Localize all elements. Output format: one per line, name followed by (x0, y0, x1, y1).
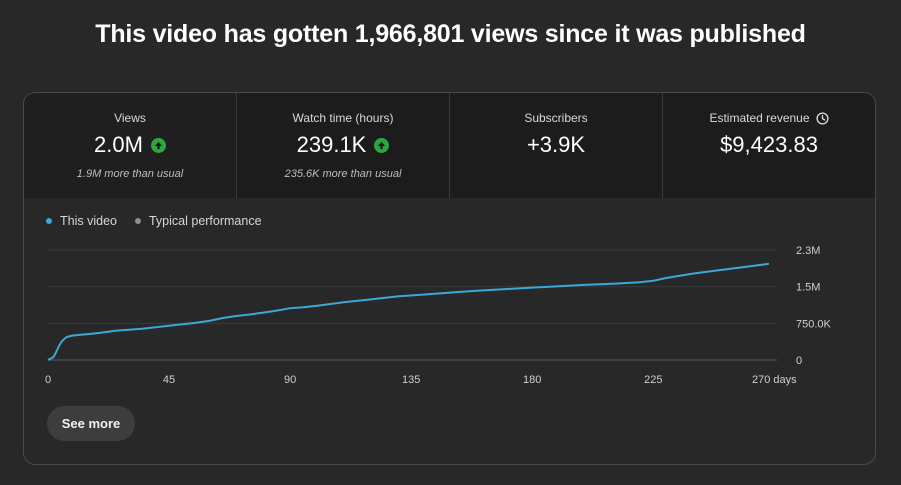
y-tick-label: 0 (796, 355, 802, 367)
x-tick-label: 225 (644, 374, 662, 386)
metric-value: +3.9K (526, 132, 586, 157)
analytics-card: Views 2.0M 1.9M more than usual Watch ti… (23, 92, 876, 465)
legend-dot-icon (134, 218, 141, 224)
metrics-row: Views 2.0M 1.9M more than usual Watch ti… (24, 93, 875, 198)
metric-label-row: Estimated revenue (709, 111, 829, 125)
x-tick-label: 0 (45, 374, 51, 386)
x-tick-label: 180 (523, 374, 541, 386)
see-more-button[interactable]: See more (47, 406, 135, 441)
metric-subscribers[interactable]: Subscribers +3.9K (450, 93, 663, 198)
page-title: This video has gotten 1,966,801 views si… (95, 20, 806, 48)
y-tick-label: 1.5M (796, 282, 820, 294)
arrow-up-icon (374, 137, 390, 153)
metric-label: Estimated revenue (709, 111, 810, 125)
metric-watch-time[interactable]: Watch time (hours) 239.1K 235.6K more th… (237, 93, 450, 198)
arrow-up-icon (150, 137, 166, 153)
metric-value: 239.1K (296, 132, 367, 157)
legend-label: Typical performance (148, 214, 262, 228)
x-tick-label: 45 (163, 374, 175, 386)
chart-legend: This video Typical performance (46, 214, 262, 228)
metric-revenue[interactable]: Estimated revenue $9,423.83 (663, 93, 875, 198)
clock-icon (815, 111, 829, 125)
metric-value: 2.0M (94, 132, 143, 157)
legend-dot-icon (46, 218, 52, 224)
metric-value: $9,423.83 (720, 132, 818, 157)
y-tick-label: 2.3M (796, 245, 820, 257)
x-tick-label: 270 days (752, 374, 797, 386)
legend-item-this-video[interactable]: This video (46, 214, 117, 228)
metric-label: Watch time (hours) (292, 111, 394, 125)
views-line-chart[interactable]: 0 750.0K 1.5M 2.3M 0 45 90 135 180 225 270 days (24, 233, 875, 393)
x-tick-label: 90 (284, 374, 296, 386)
metric-label: Views (114, 111, 146, 125)
series-line-this-video[interactable] (47, 262, 770, 361)
metric-label: Subscribers (524, 111, 588, 125)
metric-comparison: 235.6K more than usual (284, 168, 402, 180)
legend-item-typical[interactable]: Typical performance (134, 214, 262, 228)
legend-label: This video (60, 214, 117, 228)
y-tick-label: 750.0K (796, 318, 832, 330)
metric-comparison: 1.9M more than usual (76, 168, 184, 180)
metric-views[interactable]: Views 2.0M 1.9M more than usual (24, 93, 237, 198)
x-tick-label: 135 (402, 374, 420, 386)
